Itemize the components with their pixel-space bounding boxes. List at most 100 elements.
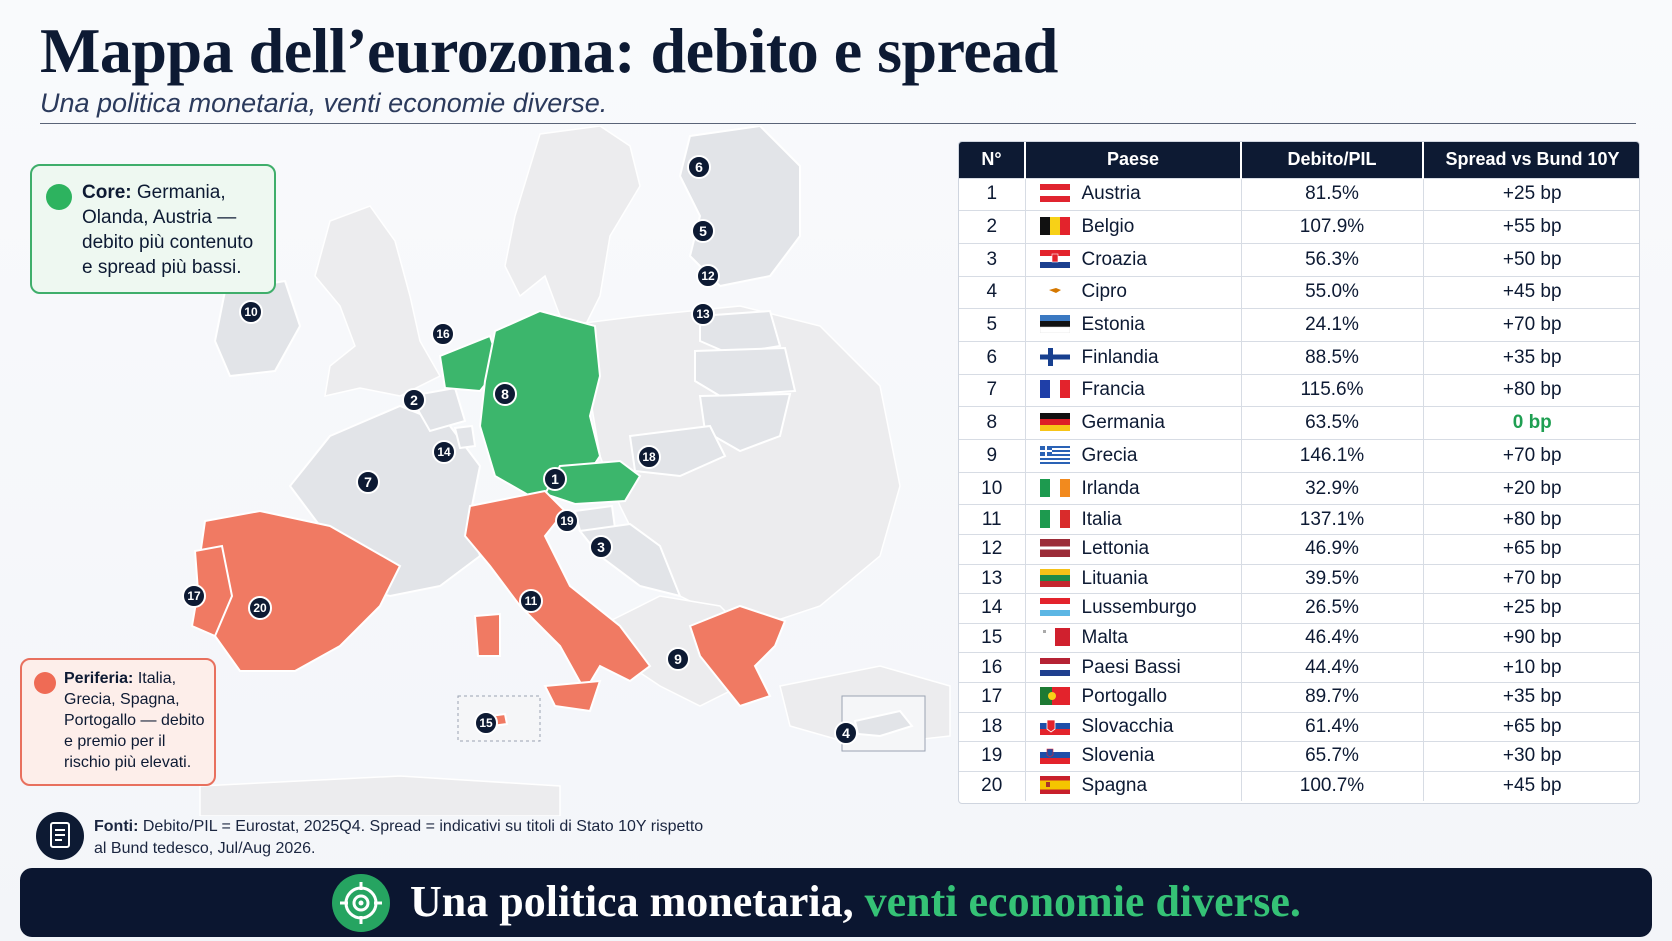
- country-name: Slovacchia: [1081, 715, 1174, 737]
- target-icon: [332, 874, 390, 932]
- country-name: Lituania: [1081, 567, 1149, 589]
- map-marker-4: 4: [834, 721, 858, 745]
- document-icon: [36, 812, 84, 860]
- map-country-italy-sicily: [543, 679, 602, 713]
- france-flag-icon: [1039, 380, 1070, 399]
- cell-country: Croazia: [1025, 242, 1242, 277]
- table-row: 11 Italia 137.1% +80 bp: [959, 504, 1639, 535]
- country-name: Grecia: [1081, 444, 1138, 466]
- table-row: 2 Belgio 107.9% +55 bp: [959, 210, 1639, 244]
- table-row: 13 Lituania 39.5% +70 bp: [959, 563, 1639, 594]
- cell-number: 4: [959, 275, 1026, 309]
- map-marker-11: 11: [519, 589, 543, 613]
- italy-flag-icon: [1039, 509, 1070, 528]
- cyprus-flag-icon: [1039, 282, 1070, 301]
- cell-number: 2: [959, 210, 1026, 244]
- page-title: Mappa dell’eurozona: debito e spread: [40, 15, 1058, 86]
- header-spread: Spread vs Bund 10Y: [1423, 142, 1639, 178]
- cell-number: 7: [959, 373, 1026, 407]
- map-marker-19: 19: [555, 509, 579, 533]
- map-country-luxembourg: [453, 424, 477, 450]
- cell-number: 13: [959, 563, 1026, 594]
- cell-debt: 61.4%: [1241, 711, 1424, 742]
- banner-text-highlight: venti economie diverse.: [864, 877, 1301, 926]
- cell-spread: +25 bp: [1423, 177, 1639, 211]
- lithuania-flag-icon: [1039, 568, 1070, 587]
- map-marker-16: 16: [431, 322, 455, 346]
- map-marker-20: 20: [248, 596, 272, 620]
- cell-debt: 63.5%: [1241, 406, 1424, 440]
- country-name: Lussemburgo: [1081, 597, 1197, 619]
- cell-debt: 55.0%: [1241, 275, 1424, 309]
- table-header-row: N° Paese Debito/PIL Spread vs Bund 10Y: [959, 142, 1639, 178]
- cell-spread: +70 bp: [1423, 308, 1639, 342]
- cell-debt: 115.6%: [1241, 373, 1424, 407]
- country-table: N° Paese Debito/PIL Spread vs Bund 10Y 1…: [958, 141, 1640, 804]
- cell-spread: +65 bp: [1423, 533, 1639, 565]
- legend-periphery: Periferia: Italia, Grecia, Spagna, Porto…: [20, 658, 216, 786]
- country-name: Italia: [1081, 508, 1122, 530]
- country-name: Estonia: [1081, 314, 1145, 336]
- header-country: Paese: [1025, 142, 1242, 178]
- map-marker-17: 17: [182, 584, 206, 608]
- cell-country: Paesi Bassi: [1025, 652, 1242, 683]
- map-land-scandinavia: [504, 126, 641, 338]
- cell-spread: +45 bp: [1423, 275, 1639, 309]
- country-name: Portogallo: [1081, 686, 1168, 708]
- cell-number: 17: [959, 681, 1026, 713]
- country-name: Belgio: [1081, 216, 1135, 238]
- banner-text: Una politica monetaria, venti economie d…: [410, 876, 1301, 927]
- cell-number: 10: [959, 471, 1026, 505]
- country-name: Spagna: [1081, 775, 1148, 797]
- cell-country: Slovenia: [1025, 741, 1242, 772]
- legend-core: Core: Germania, Olanda, Austria — debito…: [30, 164, 276, 294]
- cell-spread: +80 bp: [1423, 373, 1639, 407]
- table-row: 4 Cipro 55.0% +45 bp: [959, 275, 1639, 309]
- country-name: Germania: [1081, 412, 1165, 434]
- cell-debt: 46.4%: [1241, 622, 1424, 653]
- cell-country: Irlanda: [1025, 471, 1242, 505]
- country-name: Croazia: [1081, 248, 1147, 270]
- cell-spread: +65 bp: [1423, 711, 1639, 742]
- cell-number: 20: [959, 770, 1026, 801]
- cell-number: 18: [959, 711, 1026, 742]
- map-country-italy-sardinia: [473, 612, 501, 657]
- cell-debt: 26.5%: [1241, 593, 1424, 624]
- cell-debt: 89.7%: [1241, 681, 1424, 713]
- country-name: Francia: [1081, 379, 1145, 401]
- cell-country: Italia: [1025, 504, 1242, 535]
- footer-banner: Una politica monetaria, venti economie d…: [20, 868, 1652, 937]
- header-debt: Debito/PIL: [1241, 142, 1424, 178]
- legend-periphery-label: Periferia:: [64, 670, 134, 687]
- sources-text: Debito/PIL = Eurostat, 2025Q4. Spread = …: [94, 818, 704, 857]
- cell-spread: +70 bp: [1423, 439, 1639, 473]
- cell-number: 6: [959, 340, 1026, 375]
- country-name: Finlandia: [1081, 346, 1159, 368]
- legend-core-text: Germania, Olanda, Austria — debito più c…: [82, 182, 254, 278]
- periphery-color-dot: [34, 672, 56, 694]
- cell-spread: +70 bp: [1423, 563, 1639, 594]
- cell-number: 1: [959, 177, 1026, 211]
- table-row: 10 Irlanda 32.9% +20 bp: [959, 471, 1639, 505]
- title-divider: [40, 123, 1636, 124]
- cell-debt: 65.7%: [1241, 741, 1424, 772]
- cell-spread: +45 bp: [1423, 770, 1639, 801]
- cell-spread: +30 bp: [1423, 741, 1639, 772]
- cell-spread: +25 bp: [1423, 593, 1639, 624]
- luxembourg-flag-icon: [1039, 598, 1070, 617]
- cell-spread: +10 bp: [1423, 652, 1639, 683]
- cell-debt: 146.1%: [1241, 439, 1424, 473]
- cell-spread: +55 bp: [1423, 210, 1639, 244]
- croatia-flag-icon: [1039, 249, 1070, 268]
- cell-spread: 0 bp: [1423, 406, 1639, 440]
- map-marker-14: 14: [432, 440, 456, 464]
- ireland-flag-icon: [1039, 478, 1070, 497]
- table-row: 20 Spagna 100.7% +45 bp: [959, 770, 1639, 801]
- estonia-flag-icon: [1039, 315, 1070, 334]
- cell-spread: +35 bp: [1423, 340, 1639, 375]
- map-country-lithuania: [698, 392, 792, 453]
- cell-debt: 56.3%: [1241, 242, 1424, 277]
- map-marker-13: 13: [691, 302, 715, 326]
- cell-debt: 107.9%: [1241, 210, 1424, 244]
- cell-country: Cipro: [1025, 275, 1242, 309]
